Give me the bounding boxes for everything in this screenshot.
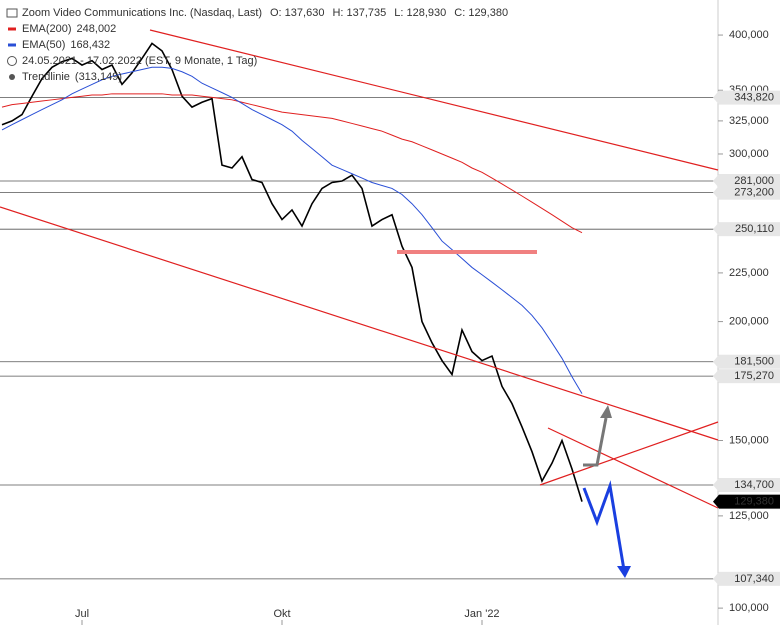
level-label: 250,110 xyxy=(735,223,774,235)
y-axis: 100,000125,000150,000200,000225,000250,0… xyxy=(75,29,780,625)
y-tick-label: 150,000 xyxy=(729,434,769,446)
legend-name: EMA(200) xyxy=(22,23,72,35)
level-pointer xyxy=(713,571,719,586)
level-box xyxy=(719,369,780,384)
level-pointer xyxy=(713,222,719,237)
legend-value: 248,002 xyxy=(77,23,117,35)
y-tick-label: 400,000 xyxy=(729,29,769,41)
level-pointer xyxy=(713,90,719,105)
legend-swatch xyxy=(8,27,16,31)
legend-swatch xyxy=(8,43,16,47)
plot xyxy=(0,42,718,580)
level-label: 134,700 xyxy=(734,479,774,491)
trend-icon xyxy=(9,74,15,80)
y-tick-label: 100,000 xyxy=(729,602,769,614)
level-pointer xyxy=(713,174,719,189)
y-tick-label: 225,000 xyxy=(729,267,769,279)
trend-line xyxy=(547,427,719,509)
level-pointer xyxy=(713,354,719,369)
level-box xyxy=(719,354,780,369)
arrow-head xyxy=(617,566,631,578)
level-box xyxy=(719,477,780,492)
level-pointer xyxy=(713,477,719,492)
y-tick-label: 200,000 xyxy=(729,315,769,327)
header-icon xyxy=(6,8,18,18)
y-tick-label: 125,000 xyxy=(729,510,769,522)
ohlc-value: L: 128,930 xyxy=(394,7,446,19)
y-tick-label: 300,000 xyxy=(729,148,769,160)
ema-line xyxy=(1,66,583,394)
ohlc-value: C: 129,380 xyxy=(454,7,508,19)
level-label: 273,200 xyxy=(734,187,774,199)
ema-line xyxy=(1,93,583,234)
level-box xyxy=(719,571,780,586)
clock-icon xyxy=(7,56,17,66)
level-label: 281,000 xyxy=(734,175,774,187)
ohlc-value: H: 137,735 xyxy=(332,7,386,19)
level-label: 107,340 xyxy=(734,573,774,585)
level-box xyxy=(719,185,780,200)
trendline-value: (313,149) xyxy=(75,71,122,83)
level-pointer xyxy=(713,369,719,384)
legend-name: EMA(50) xyxy=(22,39,65,51)
x-tick-label: Okt xyxy=(273,608,290,620)
arrow-head xyxy=(600,405,612,418)
y-tick-label: 325,000 xyxy=(729,115,769,127)
last-price-pointer xyxy=(713,494,719,509)
level-label: 175,270 xyxy=(734,370,774,382)
last-price-box xyxy=(719,494,780,509)
period: 24.05.2021 - 17.02.2022 (EST, 9 Monate, … xyxy=(22,55,257,67)
header-title: Zoom Video Communications Inc. (Nasdaq, … xyxy=(22,7,262,19)
legend-value: 168,432 xyxy=(70,39,110,51)
level-pointer xyxy=(713,185,719,200)
arrow-up xyxy=(583,417,608,467)
trend-line xyxy=(539,421,719,486)
x-tick-label: Jan '22 xyxy=(464,608,499,620)
arrow-down xyxy=(582,480,626,571)
level-box xyxy=(719,222,780,237)
trendline-name: Trendlinie xyxy=(22,71,70,83)
level-box xyxy=(719,90,780,105)
last-price-label: 129,380 xyxy=(734,496,774,508)
x-tick-label: Jul xyxy=(75,608,89,620)
price-line xyxy=(1,42,583,502)
trend-line xyxy=(0,206,719,441)
ohlc-value: O: 137,630 xyxy=(270,7,324,19)
legend: Zoom Video Communications Inc. (Nasdaq, … xyxy=(6,7,508,83)
level-box xyxy=(719,174,780,189)
trend-line xyxy=(149,29,719,171)
level-label: 181,500 xyxy=(734,356,774,368)
level-label: 343,820 xyxy=(734,92,774,104)
